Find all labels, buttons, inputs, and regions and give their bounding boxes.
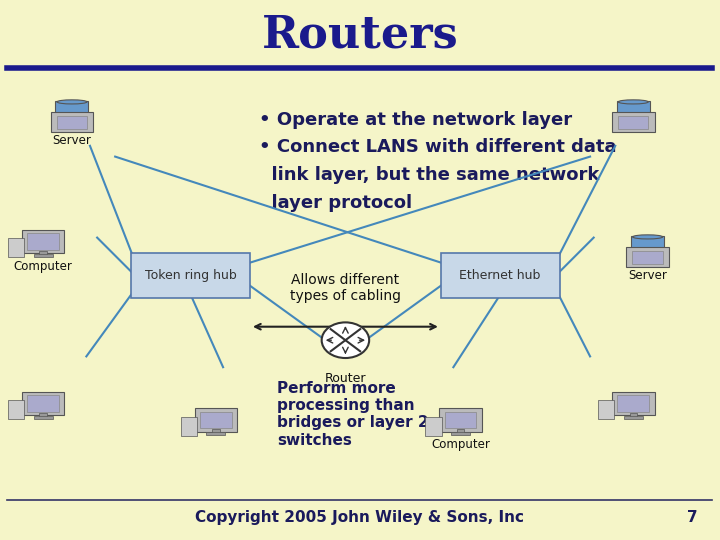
FancyBboxPatch shape	[206, 433, 225, 435]
Text: • Operate at the network layer
• Connect LANS with different data
  link layer, : • Operate at the network layer • Connect…	[259, 111, 616, 212]
FancyBboxPatch shape	[55, 101, 89, 114]
Ellipse shape	[633, 235, 662, 239]
FancyBboxPatch shape	[426, 416, 442, 436]
FancyBboxPatch shape	[34, 254, 53, 257]
FancyBboxPatch shape	[27, 395, 59, 411]
Text: Token ring hub: Token ring hub	[145, 269, 237, 282]
FancyBboxPatch shape	[624, 416, 643, 419]
Text: Server: Server	[53, 134, 91, 147]
FancyBboxPatch shape	[50, 112, 94, 132]
FancyBboxPatch shape	[626, 247, 669, 267]
FancyBboxPatch shape	[40, 413, 47, 417]
FancyBboxPatch shape	[618, 116, 649, 129]
FancyBboxPatch shape	[456, 429, 464, 434]
Text: Ethernet hub: Ethernet hub	[459, 269, 541, 282]
FancyBboxPatch shape	[632, 251, 663, 264]
Text: 7: 7	[688, 510, 698, 525]
FancyBboxPatch shape	[441, 253, 559, 298]
FancyBboxPatch shape	[34, 416, 53, 419]
FancyBboxPatch shape	[131, 253, 250, 298]
FancyBboxPatch shape	[22, 230, 65, 253]
FancyBboxPatch shape	[8, 238, 24, 258]
Text: Router: Router	[325, 372, 366, 384]
FancyBboxPatch shape	[27, 233, 59, 249]
FancyBboxPatch shape	[57, 116, 87, 129]
FancyBboxPatch shape	[598, 400, 614, 420]
FancyBboxPatch shape	[8, 400, 24, 420]
FancyBboxPatch shape	[629, 413, 637, 417]
Text: Allows different
types of cabling: Allows different types of cabling	[290, 273, 401, 303]
FancyBboxPatch shape	[618, 395, 649, 411]
Text: Computer: Computer	[14, 260, 73, 273]
FancyBboxPatch shape	[181, 416, 197, 436]
Ellipse shape	[57, 100, 87, 104]
FancyBboxPatch shape	[194, 408, 237, 431]
FancyBboxPatch shape	[445, 411, 477, 428]
FancyBboxPatch shape	[40, 251, 47, 255]
Text: Server: Server	[629, 269, 667, 282]
FancyBboxPatch shape	[22, 392, 65, 415]
Ellipse shape	[618, 100, 648, 104]
FancyBboxPatch shape	[451, 433, 470, 435]
Text: Routers: Routers	[261, 14, 458, 57]
FancyBboxPatch shape	[200, 411, 232, 428]
FancyBboxPatch shape	[439, 408, 482, 431]
Circle shape	[322, 322, 369, 358]
FancyBboxPatch shape	[631, 236, 664, 249]
Text: Perform more
processing than
bridges or layer 2
switches: Perform more processing than bridges or …	[277, 381, 428, 448]
Text: Copyright 2005 John Wiley & Sons, Inc: Copyright 2005 John Wiley & Sons, Inc	[195, 510, 524, 525]
FancyBboxPatch shape	[617, 101, 649, 114]
FancyBboxPatch shape	[612, 112, 654, 132]
Text: Computer: Computer	[431, 438, 490, 451]
FancyBboxPatch shape	[212, 429, 220, 434]
FancyBboxPatch shape	[612, 392, 654, 415]
